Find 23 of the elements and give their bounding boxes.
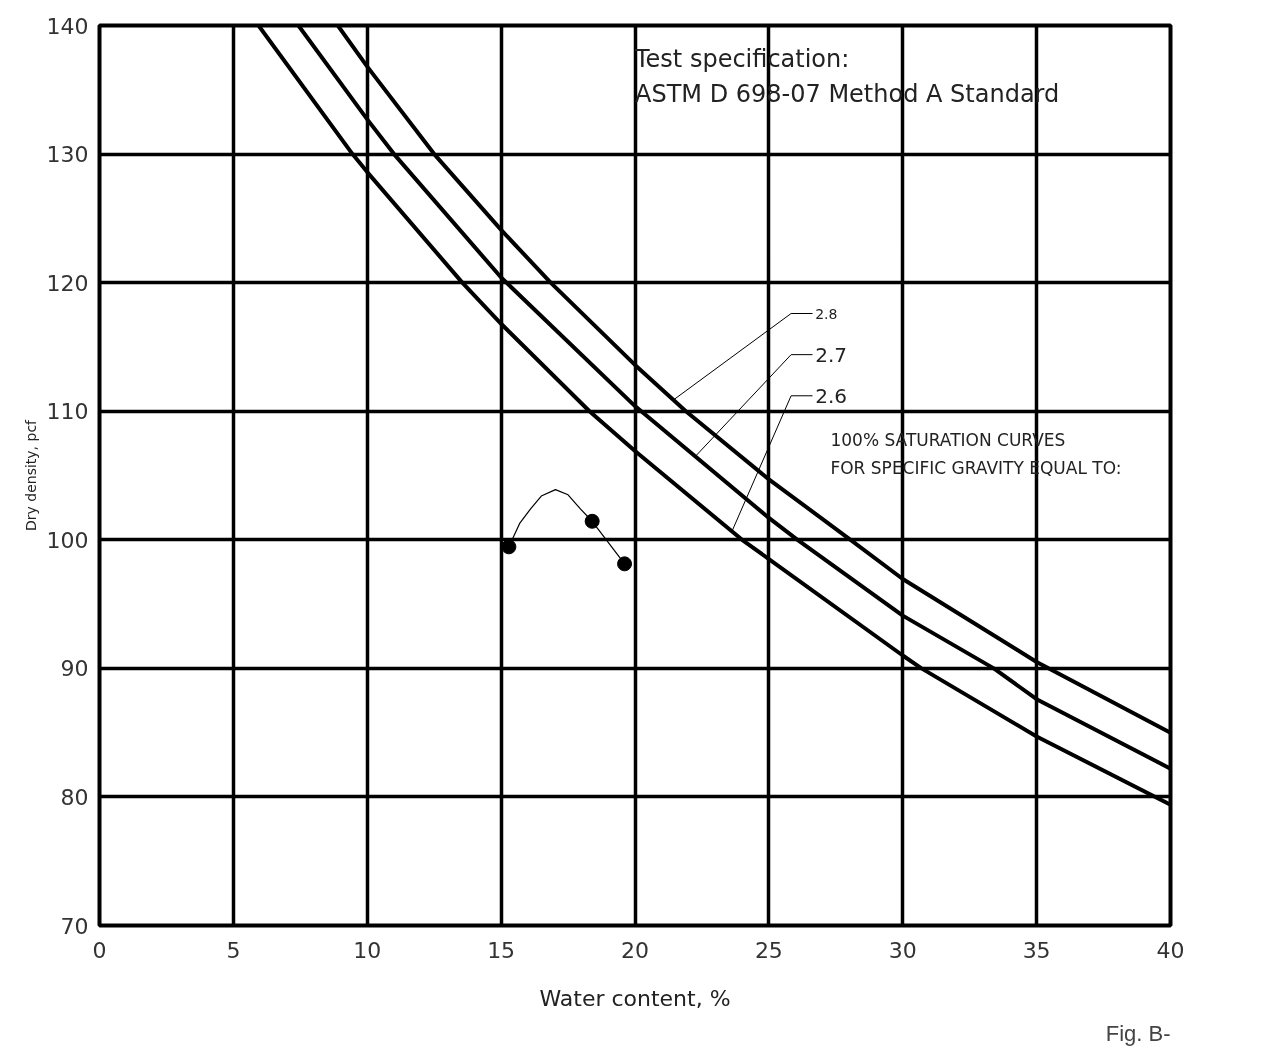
- y-tick-label: 130: [46, 142, 89, 168]
- y-tick-label: 120: [46, 270, 89, 296]
- y-tick-label: 70: [60, 913, 89, 939]
- y-tick-label: 80: [60, 784, 89, 810]
- y-axis-title: Dry density, pcf: [22, 418, 39, 532]
- x-tick-label: 30: [888, 937, 917, 963]
- x-tick-label: 0: [92, 937, 107, 963]
- y-tick-label: 100: [46, 527, 89, 553]
- annotation: 2.8: [815, 305, 838, 322]
- x-tick-label: 35: [1022, 937, 1051, 963]
- x-tick-label: 20: [621, 937, 649, 963]
- y-tick-label: 90: [60, 656, 89, 682]
- x-tick-label: 5: [226, 937, 241, 963]
- text: Fig. B-: [1105, 1020, 1171, 1046]
- x-tick-label: 25: [754, 937, 783, 963]
- x-tick-label: 40: [1156, 937, 1185, 963]
- x-axis-title: Water content, %: [539, 985, 731, 1011]
- y-tick-label: 110: [46, 399, 89, 425]
- y-tick-label: 140: [46, 13, 89, 39]
- x-tick-label: 15: [487, 937, 516, 963]
- annotation: 2.7: [815, 342, 848, 367]
- x-tick-label: 10: [353, 937, 382, 963]
- annotation: 2.6: [815, 383, 848, 408]
